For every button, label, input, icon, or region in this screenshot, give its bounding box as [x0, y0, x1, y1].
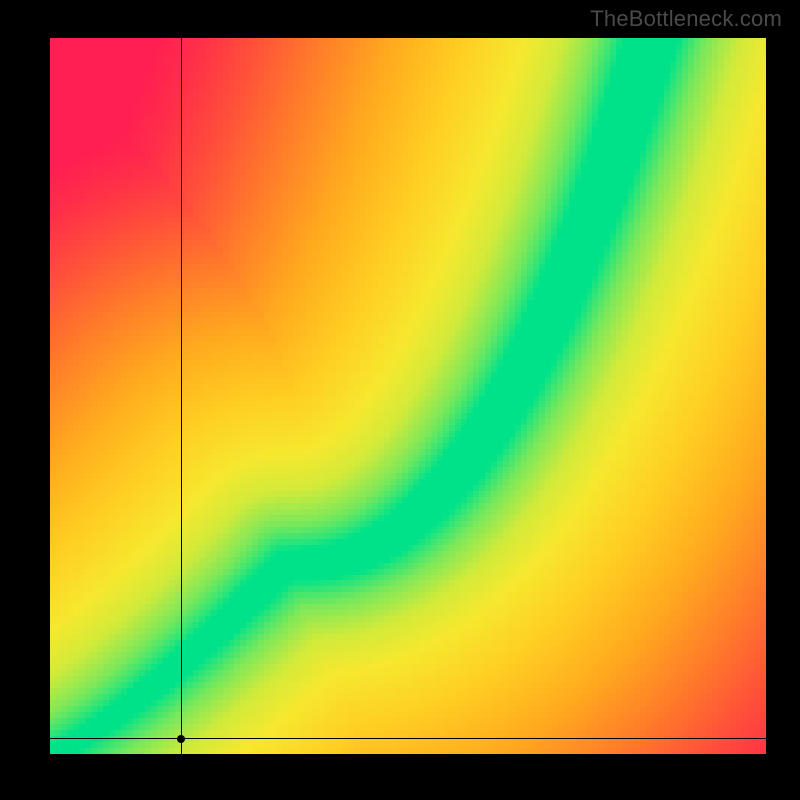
- crosshair-horizontal: [50, 738, 766, 739]
- chart-container: TheBottleneck.com: [0, 0, 800, 800]
- watermark-text: TheBottleneck.com: [590, 6, 782, 32]
- marker-dot: [177, 735, 185, 743]
- heatmap-canvas: [50, 38, 766, 754]
- crosshair-vertical: [181, 38, 182, 754]
- plot-area: [50, 38, 766, 754]
